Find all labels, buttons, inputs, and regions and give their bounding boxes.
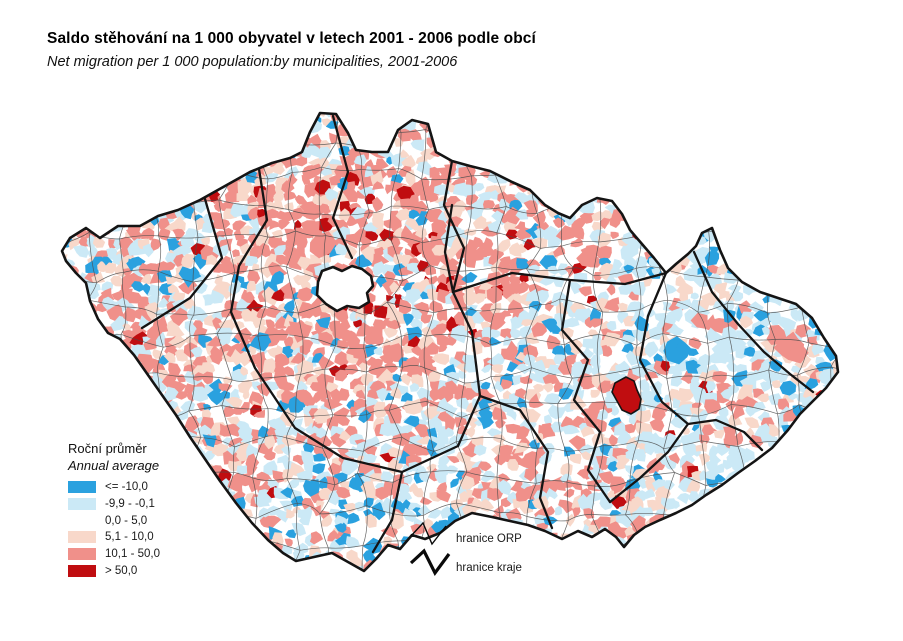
legend-label: 5,1 - 10,0 <box>105 531 154 544</box>
header: Saldo stěhování na 1 000 obyvatel v lete… <box>47 30 536 70</box>
legend-swatch <box>68 531 96 544</box>
line-legend-item: hranice ORP <box>409 519 522 548</box>
legend-item: 5,1 - 10,0 <box>68 529 258 546</box>
legend-item: <= -10,0 <box>68 479 258 496</box>
orp-boundary-line-icon <box>410 521 447 546</box>
legend-swatch <box>68 548 96 561</box>
map-subtitle: Net migration per 1 000 population:by mu… <box>47 54 458 70</box>
legend-title-cs: Roční průměr <box>68 441 147 456</box>
legend: Roční průměr Annual average <= -10,0 -9,9… <box>68 440 258 579</box>
map-title: Saldo stěhování na 1 000 obyvatel v lete… <box>47 30 536 47</box>
line-legend-label: hranice kraje <box>456 562 522 574</box>
legend-label: 0,0 - 5,0 <box>105 514 148 527</box>
legend-item: > 50,0 <box>68 562 258 579</box>
legend-swatch <box>68 564 96 577</box>
legend-label: -9,9 - -0,1 <box>105 498 155 511</box>
legend-swatch <box>68 498 96 511</box>
kraje-boundary-line-icon <box>409 548 451 577</box>
legend-item: 10,1 - 50,0 <box>68 546 258 563</box>
legend-label: > 50,0 <box>105 564 138 577</box>
legend-label: 10,1 - 50,0 <box>105 548 160 561</box>
line-legend: hranice ORP hranice kraje <box>409 519 522 577</box>
legend-class-list: <= -10,0 -9,9 - -0,1 0,0 - 5,0 5,1 - 10,0 10… <box>68 479 258 579</box>
line-legend-label: hranice ORP <box>456 533 522 545</box>
legend-item: 0,0 - 5,0 <box>68 512 258 529</box>
legend-label: <= -10,0 <box>105 481 148 494</box>
legend-title-en: Annual average <box>68 458 160 473</box>
legend-swatch <box>68 481 96 494</box>
legend-item: -9,9 - -0,1 <box>68 496 258 513</box>
line-legend-item: hranice kraje <box>409 548 522 577</box>
legend-swatch <box>68 514 96 527</box>
